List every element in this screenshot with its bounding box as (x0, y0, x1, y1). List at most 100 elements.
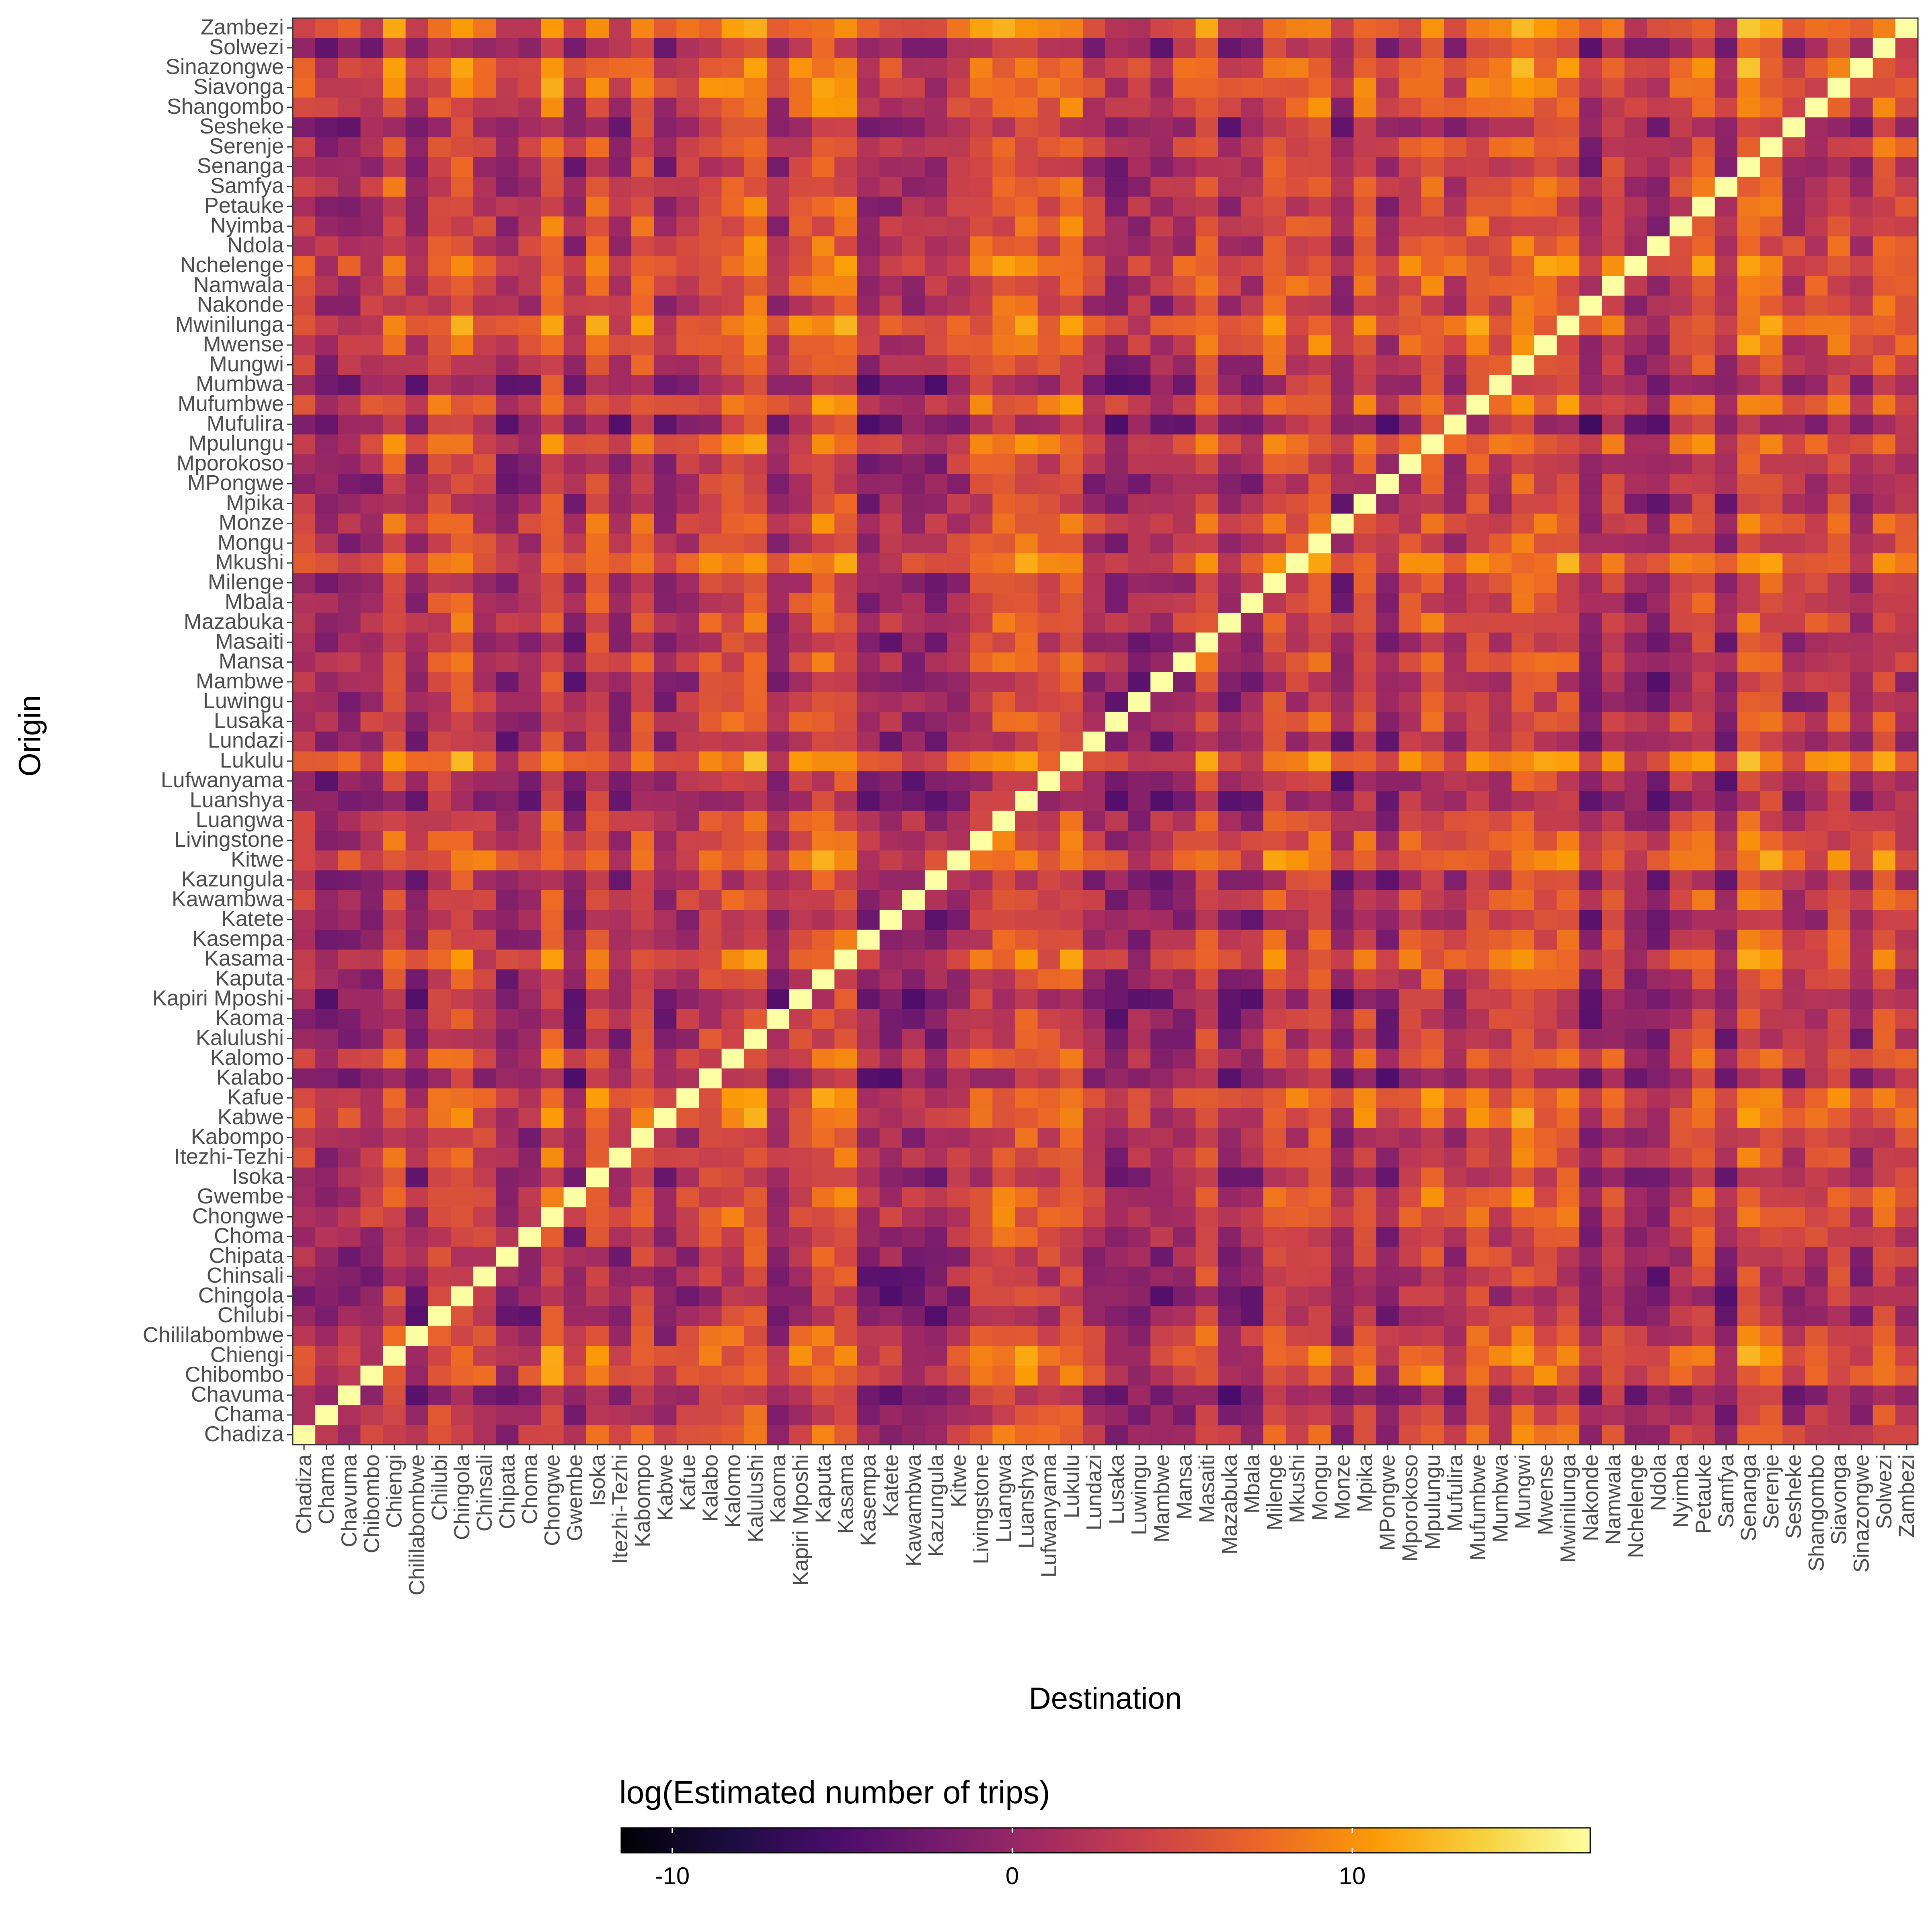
heatmap-cell (947, 493, 970, 514)
heatmap-cell (586, 711, 609, 732)
heatmap-cell (1218, 593, 1241, 613)
heatmap-cell (450, 1048, 474, 1069)
heatmap-cell (1714, 77, 1738, 98)
heatmap-cell (744, 1167, 767, 1187)
heatmap-cell (473, 593, 496, 613)
heatmap-cell (970, 1088, 993, 1108)
heatmap-cell (1060, 533, 1083, 554)
heatmap-cell (1263, 1405, 1286, 1425)
heatmap-cell (1082, 910, 1106, 930)
heatmap-cell (1195, 890, 1219, 910)
heatmap-cell (1353, 593, 1377, 613)
heatmap-cell (1286, 1326, 1309, 1346)
heatmap-cell (450, 553, 474, 573)
heatmap-cell (1015, 196, 1038, 217)
heatmap-cell (1895, 711, 1918, 732)
heatmap-cell (1128, 77, 1151, 98)
heatmap-cell (541, 177, 564, 197)
heatmap-cell (1737, 236, 1760, 256)
heatmap-cell (1579, 593, 1602, 613)
heatmap-cell (1669, 513, 1693, 534)
heatmap-cell (1353, 890, 1377, 910)
heatmap-cell (1556, 553, 1580, 573)
heatmap-cell (1602, 1226, 1625, 1247)
heatmap-cell (1286, 1088, 1309, 1108)
heatmap-cell (924, 969, 948, 990)
heatmap-cell (947, 355, 970, 375)
heatmap-cell (631, 632, 654, 653)
heatmap-cell (699, 573, 722, 593)
heatmap-cell (1082, 375, 1106, 395)
heatmap-cell (428, 236, 451, 256)
heatmap-cell (473, 731, 496, 751)
heatmap-cell (1263, 1266, 1286, 1287)
heatmap-cell (1782, 672, 1805, 692)
heatmap-cell (834, 593, 858, 613)
heatmap-cell (699, 1405, 722, 1425)
heatmap-cell (428, 1326, 451, 1346)
heatmap-cell (383, 711, 406, 732)
heatmap-cell (1105, 216, 1128, 236)
heatmap-cell (1218, 989, 1241, 1009)
heatmap-cell (654, 593, 677, 613)
heatmap-cell (1579, 751, 1602, 772)
heatmap-cell (1128, 533, 1151, 554)
heatmap-cell (924, 216, 948, 236)
heatmap-cell (338, 929, 361, 950)
heatmap-cell (1669, 454, 1693, 474)
heatmap-cell (902, 474, 925, 494)
heatmap-cell (586, 1147, 609, 1168)
heatmap-cell (360, 910, 384, 930)
heatmap-cell (992, 394, 1016, 415)
heatmap-cell (1782, 77, 1805, 98)
heatmap-cell (428, 1246, 451, 1267)
heatmap-cell (1195, 434, 1219, 454)
heatmap-cell (1308, 1246, 1331, 1267)
heatmap-cell (1173, 474, 1196, 494)
heatmap-cell (1602, 850, 1625, 871)
heatmap-cell (586, 236, 609, 256)
heatmap-cell (1286, 910, 1309, 930)
heatmap-cell (879, 929, 903, 950)
heatmap-cell (541, 454, 564, 474)
heatmap-cell (405, 612, 429, 633)
heatmap-cell (879, 553, 903, 573)
heatmap-cell (1579, 1425, 1602, 1445)
heatmap-cell (608, 335, 632, 355)
heatmap-cell (857, 1187, 880, 1207)
heatmap-cell (1669, 97, 1693, 117)
heatmap-cell (631, 1306, 654, 1326)
heatmap-cell (1692, 513, 1715, 534)
heatmap-cell (1466, 454, 1489, 474)
heatmap-cell (1579, 790, 1602, 811)
heatmap-cell (1669, 1008, 1693, 1029)
heatmap-cell (428, 1345, 451, 1366)
heatmap-cell (496, 355, 519, 375)
heatmap-cell (1511, 1207, 1535, 1227)
heatmap-cell (1669, 474, 1693, 494)
heatmap-cell (541, 1127, 564, 1148)
heatmap-cell (947, 1405, 970, 1425)
heatmap-cell (1263, 1207, 1286, 1227)
heatmap-cell (405, 929, 429, 950)
heatmap-cell (1037, 335, 1061, 355)
heatmap-cell (405, 1108, 429, 1128)
heatmap-cell (1128, 1207, 1151, 1227)
heatmap-cell (1353, 1226, 1377, 1247)
heatmap-cell (518, 1246, 542, 1267)
heatmap-cell (1714, 335, 1738, 355)
heatmap-cell (902, 1108, 925, 1128)
heatmap-cell (1782, 811, 1805, 831)
heatmap-cell (1805, 1246, 1828, 1267)
heatmap-cell (879, 1365, 903, 1386)
heatmap-cell (631, 989, 654, 1009)
heatmap-cell (766, 969, 790, 990)
heatmap-cell (1286, 870, 1309, 890)
heatmap-cell (1444, 751, 1467, 772)
heatmap-cell (676, 949, 700, 969)
heatmap-cell (721, 236, 745, 256)
heatmap-cell (1331, 1226, 1354, 1247)
heatmap-cell (721, 533, 745, 554)
heatmap-cell (947, 1008, 970, 1029)
heatmap-cell (834, 156, 858, 177)
